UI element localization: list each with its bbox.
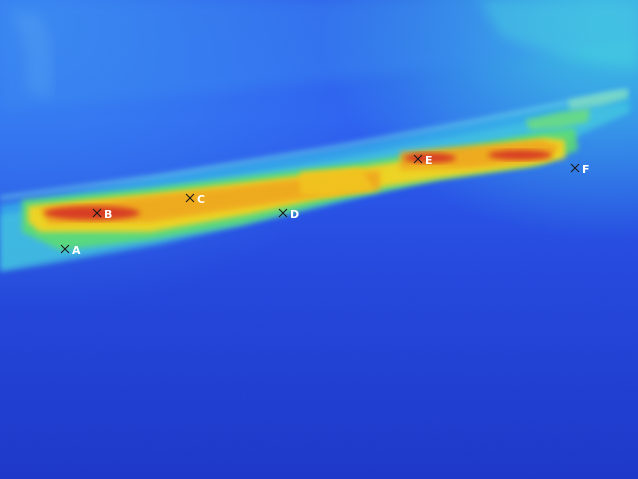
marker-c-label: C	[197, 193, 205, 206]
marker-c: C	[185, 193, 205, 206]
marker-e: E	[413, 154, 433, 167]
marker-a: A	[60, 244, 81, 257]
marker-e-label: E	[425, 154, 433, 167]
marker-f-label: F	[582, 163, 590, 176]
marker-b-label: B	[104, 208, 112, 221]
marker-b: B	[92, 208, 112, 221]
marker-d-label: D	[290, 208, 299, 221]
marker-d: D	[278, 208, 299, 221]
marker-a-label: A	[72, 244, 81, 257]
marker-f: F	[570, 163, 590, 176]
